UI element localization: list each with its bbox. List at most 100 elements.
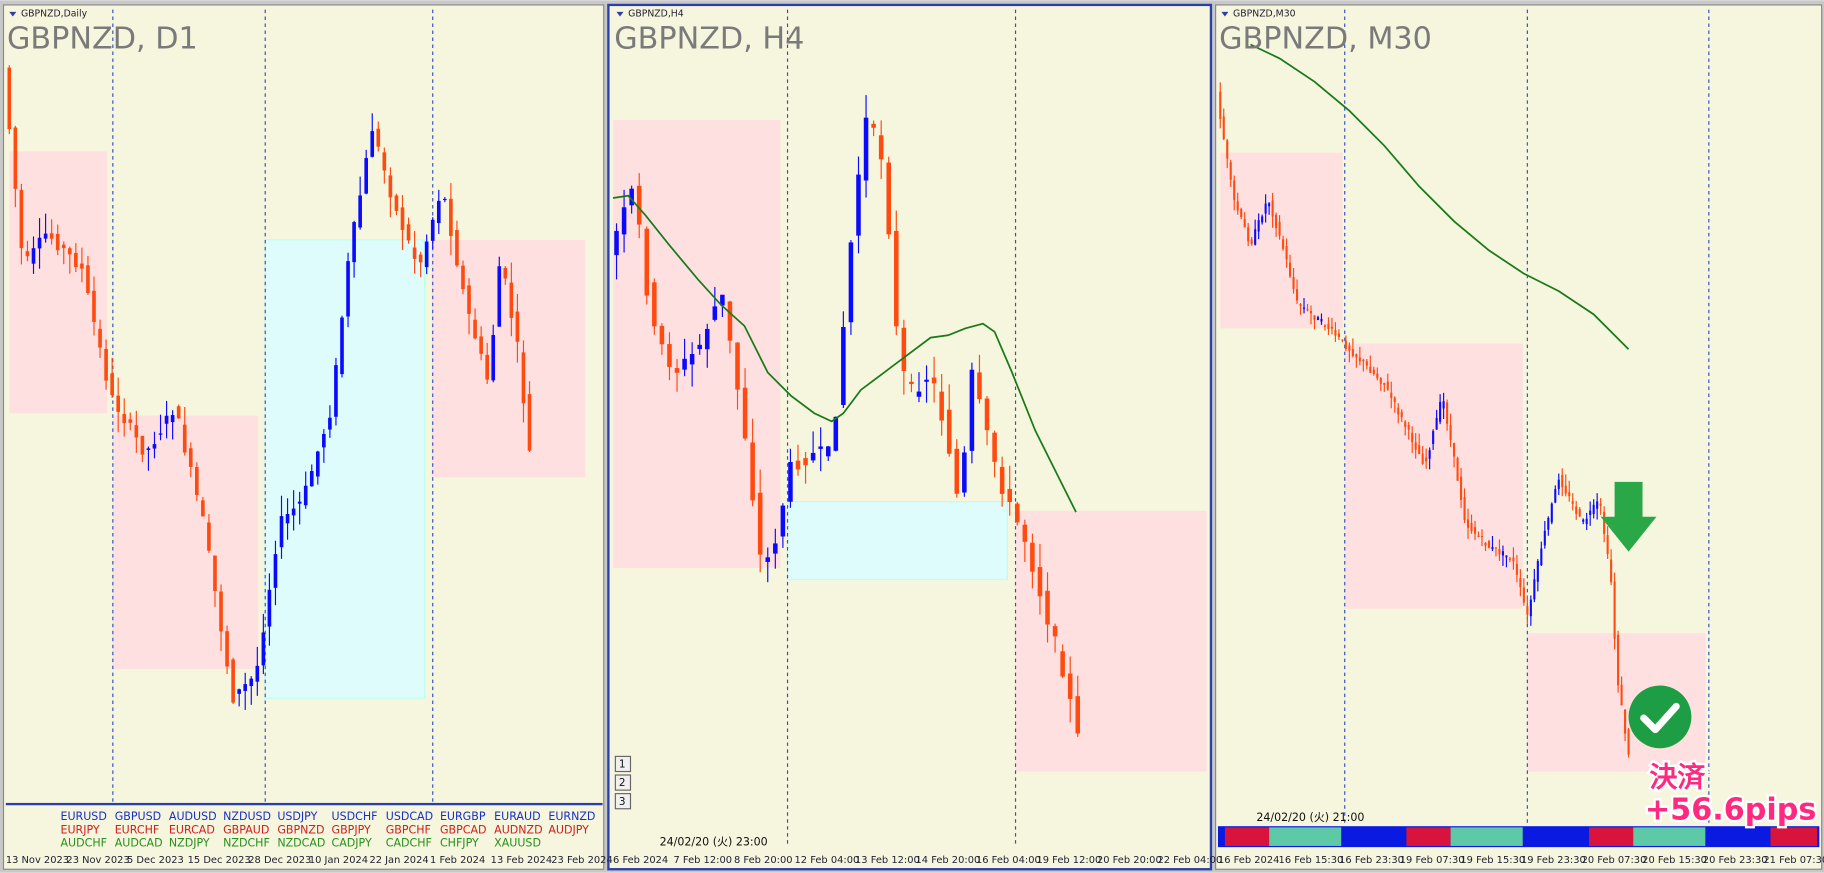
candle-body — [1603, 511, 1606, 534]
candle-body — [110, 373, 114, 396]
time-label: 19 Feb 12:00 — [1036, 855, 1101, 866]
candle-body — [1285, 245, 1288, 260]
candle-body — [750, 442, 755, 501]
chart-button[interactable] — [614, 755, 632, 773]
candle-body — [697, 344, 702, 350]
chart-label: GBPNZD,M30 — [1233, 9, 1296, 20]
symbol: EURNZD — [548, 810, 595, 823]
time-label: 20 Feb 20:00 — [1097, 855, 1162, 866]
candle-body — [1449, 424, 1452, 441]
chart-button-label: 1 — [619, 759, 626, 771]
candle-body — [1309, 311, 1313, 314]
candle-body — [479, 336, 483, 354]
candle-body — [509, 282, 514, 318]
chart-button[interactable] — [614, 793, 632, 810]
symbol: AUDNZD — [494, 823, 543, 836]
candle-body — [629, 188, 634, 206]
chart-button[interactable] — [614, 774, 632, 791]
time-label: 20 Feb 07:30 — [1582, 855, 1647, 866]
candle-body — [1466, 519, 1470, 528]
candle-body — [1404, 421, 1407, 427]
candle-body — [1400, 411, 1403, 418]
time-label: 20 Feb 23:30 — [1703, 855, 1768, 866]
candle-body — [894, 230, 899, 327]
timestamp: 24/02/20 (火) 23:00 — [660, 835, 768, 848]
candle-body — [863, 117, 869, 181]
candle-body — [1261, 216, 1264, 223]
candle-body — [992, 432, 997, 462]
candle-body — [1463, 497, 1466, 521]
symbol: EURCAD — [169, 823, 215, 836]
candle-body — [424, 241, 429, 268]
candle-body — [1610, 559, 1613, 583]
candle-body — [689, 354, 695, 365]
candle-body — [999, 466, 1005, 494]
time-label: 16 Feb 15:30 — [1279, 855, 1344, 866]
candle-body — [1386, 381, 1389, 390]
time-label: 12 Feb 04:00 — [795, 855, 860, 866]
candle-body — [1571, 501, 1574, 504]
check — [1640, 702, 1680, 734]
candle-body — [901, 327, 907, 372]
candle-body — [1236, 201, 1239, 211]
candle-body — [720, 294, 725, 306]
candle-body — [1564, 485, 1567, 494]
time-label: 1 Feb 2024 — [430, 855, 485, 866]
candle-body — [122, 413, 127, 424]
candle-body — [1358, 357, 1361, 362]
candle-body — [418, 254, 423, 263]
candle-body — [621, 207, 627, 235]
candle-body — [503, 267, 508, 279]
strip-seg — [1450, 827, 1523, 846]
strip-seg — [1224, 827, 1270, 846]
candle-body — [140, 435, 145, 455]
candle-body — [1575, 506, 1578, 514]
candle-body — [322, 433, 326, 448]
symbol: GBPNZD — [277, 823, 324, 836]
candle-body — [780, 505, 786, 537]
result-pips: +56.6pips — [1645, 793, 1817, 828]
candle-body — [1275, 214, 1278, 229]
candle-body — [1052, 626, 1058, 637]
candle-body — [1219, 91, 1222, 120]
candle-body — [931, 377, 937, 384]
candle-body — [37, 237, 42, 249]
candle-body — [1540, 548, 1543, 566]
candle-body — [1624, 709, 1627, 734]
candle-body — [1243, 219, 1246, 228]
symbol: EURUSD — [60, 810, 106, 823]
candle-body — [285, 514, 290, 524]
candle-body — [1414, 442, 1417, 450]
candle-body — [916, 391, 922, 397]
time-label: 8 Feb 20:00 — [734, 855, 793, 866]
zone — [264, 239, 426, 699]
candle-body — [1547, 517, 1550, 530]
candle-body — [652, 282, 657, 327]
candle-body — [1491, 546, 1494, 550]
candle-body — [848, 242, 854, 323]
symbol: AUDUSD — [169, 810, 217, 823]
time-label: 6 Feb 2024 — [613, 855, 668, 866]
candle-body — [1439, 401, 1442, 422]
candle-body — [104, 348, 108, 381]
candle-body — [376, 128, 381, 147]
candle-body — [1271, 200, 1274, 217]
down-arrow — [1600, 481, 1657, 552]
candle-body — [1295, 289, 1299, 301]
candle-body — [527, 394, 532, 451]
candle-body — [1599, 503, 1602, 506]
candle-body — [727, 301, 733, 341]
candle-body — [667, 344, 672, 367]
candle-body — [1341, 339, 1344, 341]
candle-body — [1484, 542, 1487, 546]
symbol: CADCHF — [386, 837, 432, 850]
candle-body — [243, 684, 248, 691]
candle-body — [303, 485, 308, 506]
candle-body — [1330, 326, 1333, 329]
candle-body — [1613, 581, 1616, 639]
candle-body — [833, 416, 839, 451]
time-label: 22 Jan 2024 — [369, 855, 428, 866]
time-label: 13 Feb 2024 — [491, 855, 552, 866]
candle-body — [1453, 443, 1456, 457]
